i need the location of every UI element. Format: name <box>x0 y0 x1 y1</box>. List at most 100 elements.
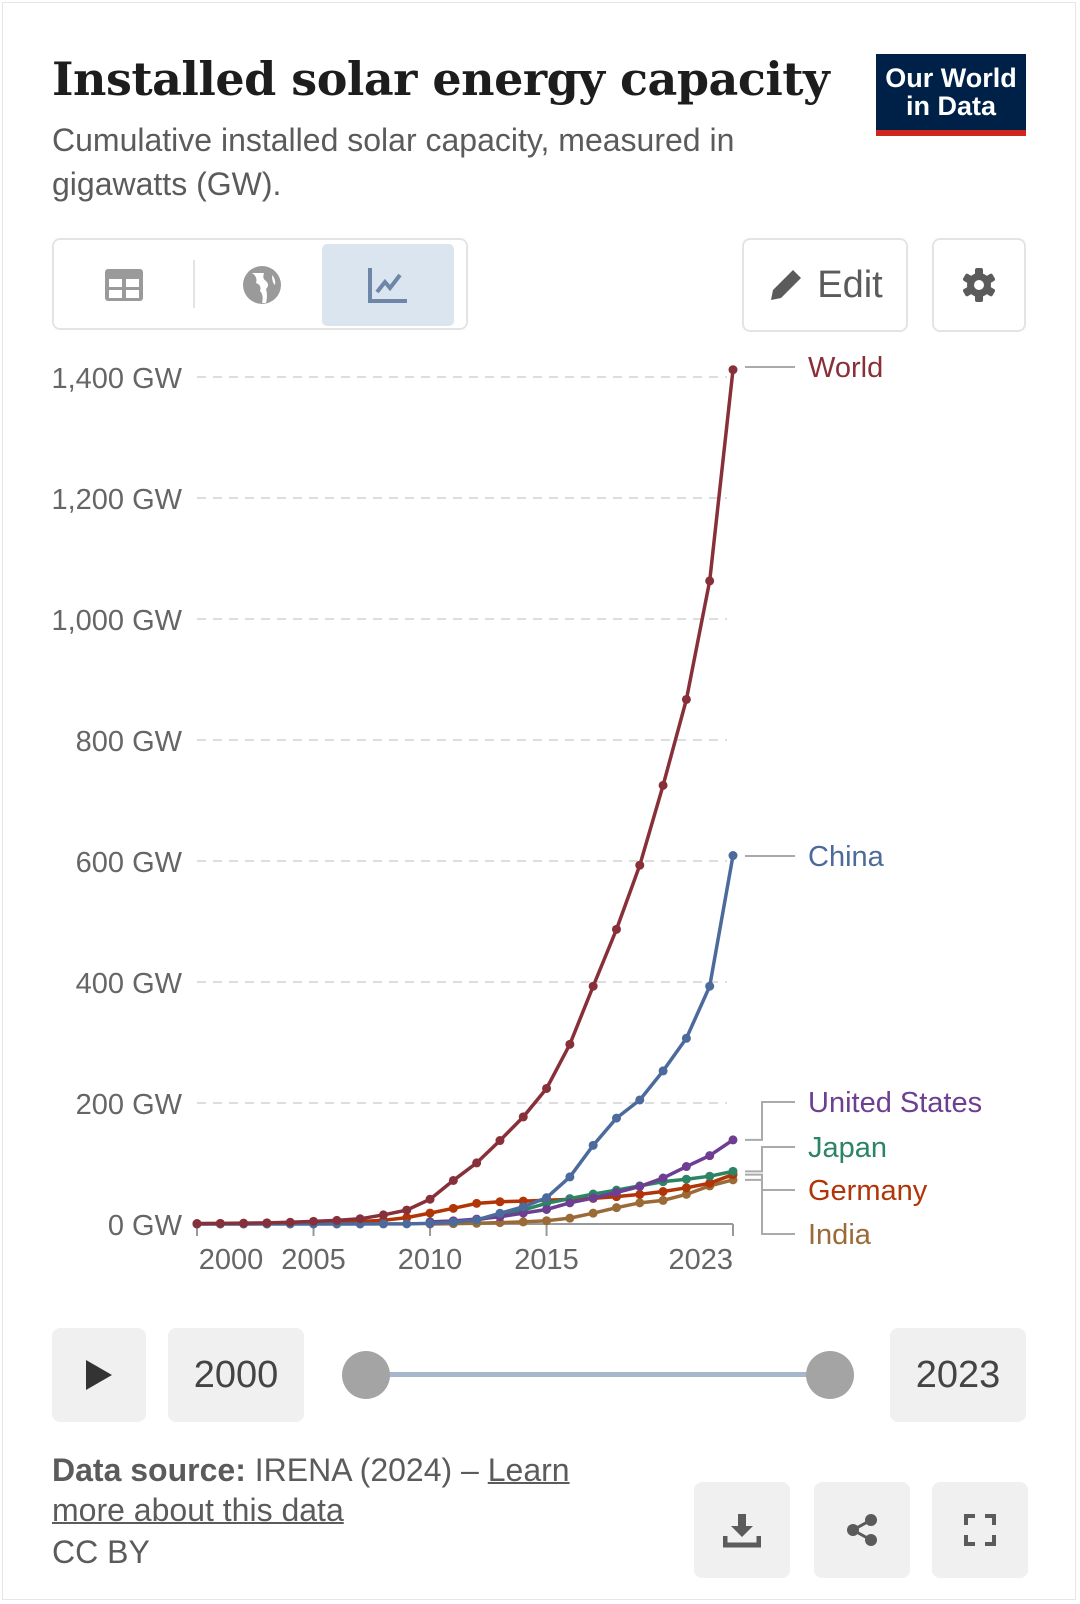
legend-label-united-states: United States <box>808 1087 982 1119</box>
data-point <box>565 1198 575 1208</box>
x-tick-label: 2005 <box>281 1244 346 1276</box>
data-point <box>378 1219 388 1229</box>
tab-chart[interactable] <box>322 244 454 326</box>
x-tick-label: 2015 <box>514 1244 579 1276</box>
data-point <box>402 1213 412 1223</box>
data-point <box>518 1202 528 1212</box>
data-point <box>728 365 738 375</box>
edit-button[interactable]: Edit <box>742 238 908 332</box>
share-button[interactable] <box>814 1482 910 1578</box>
data-point <box>542 1204 552 1214</box>
data-point <box>239 1218 249 1228</box>
edit-label: Edit <box>817 263 883 306</box>
data-point <box>588 981 598 991</box>
data-point <box>448 1217 458 1227</box>
data-point <box>472 1198 482 1208</box>
data-point <box>635 1198 645 1208</box>
tab-table[interactable] <box>58 244 190 326</box>
data-point <box>635 860 645 870</box>
data-point <box>472 1215 482 1225</box>
data-point <box>635 1189 645 1199</box>
data-point <box>402 1219 412 1229</box>
data-point <box>495 1136 505 1146</box>
pencil-icon <box>771 270 802 300</box>
data-point <box>658 1066 668 1076</box>
data-point <box>728 1166 738 1176</box>
y-tick-label: 800 GW <box>76 726 183 758</box>
data-point <box>332 1215 342 1225</box>
globe-icon <box>243 266 281 304</box>
data-point <box>495 1208 505 1218</box>
data-point <box>378 1210 388 1220</box>
data-point <box>355 1214 365 1224</box>
data-point <box>681 694 691 704</box>
source-text: IRENA (2024) – <box>254 1452 488 1488</box>
y-tick-label: 200 GW <box>76 1089 183 1121</box>
data-point <box>588 1193 598 1203</box>
data-point <box>309 1216 319 1226</box>
tab-map[interactable] <box>196 244 328 326</box>
legend-connector <box>745 1101 795 1141</box>
line-chart-icon <box>368 268 407 303</box>
data-point <box>658 780 668 790</box>
fullscreen-button[interactable] <box>932 1482 1028 1578</box>
data-point <box>215 1218 225 1228</box>
data-point <box>705 1178 715 1188</box>
data-point <box>565 1039 575 1049</box>
data-point <box>425 1208 435 1218</box>
timeline-track[interactable] <box>388 1372 828 1377</box>
legend-label-china: China <box>808 841 885 873</box>
x-tick-label: 2023 <box>668 1244 733 1276</box>
data-point <box>658 1195 668 1205</box>
data-point <box>518 1217 528 1227</box>
start-year-label[interactable]: 2000 <box>168 1328 304 1422</box>
chart-subtitle: Cumulative installed solar capacity, mea… <box>52 122 735 202</box>
logo-line-1: Our World <box>885 63 1017 93</box>
view-tabs <box>52 238 468 330</box>
data-point <box>448 1203 458 1213</box>
data-point <box>565 1213 575 1223</box>
data-point <box>495 1197 505 1207</box>
learn-more-link[interactable]: Learn more about this data <box>52 1452 570 1528</box>
end-year-label[interactable]: 2023 <box>890 1328 1026 1422</box>
legend-label-japan: Japan <box>808 1132 887 1164</box>
data-point <box>705 1151 715 1161</box>
data-point <box>611 924 621 934</box>
data-point <box>635 1095 645 1105</box>
data-point <box>588 1140 598 1150</box>
data-point <box>681 1033 691 1043</box>
legend-label-germany: Germany <box>808 1175 928 1207</box>
data-point <box>705 1171 715 1181</box>
download-button[interactable] <box>694 1482 790 1578</box>
data-point <box>518 1208 528 1218</box>
data-point <box>542 1216 552 1226</box>
data-point <box>542 1193 552 1203</box>
gear-icon <box>963 268 995 302</box>
data-point <box>192 1219 202 1229</box>
data-point <box>728 1135 738 1145</box>
data-point <box>262 1218 272 1228</box>
x-tick-label: 2010 <box>398 1244 463 1276</box>
share-icon <box>847 1514 877 1546</box>
data-point <box>472 1158 482 1168</box>
y-tick-label: 1,000 GW <box>51 605 182 637</box>
license-text: CC BY <box>52 1534 150 1570</box>
data-point <box>681 1183 691 1193</box>
data-point <box>681 1174 691 1184</box>
play-button[interactable] <box>52 1328 146 1422</box>
fullscreen-icon <box>964 1514 996 1546</box>
logo-line-2: in Data <box>905 91 997 121</box>
owid-logo[interactable]: Our World in Data <box>876 54 1026 136</box>
tab-divider <box>193 260 195 308</box>
timeline-end-handle[interactable] <box>806 1351 854 1399</box>
data-point <box>402 1205 412 1215</box>
settings-button[interactable] <box>932 238 1026 332</box>
legend-connector <box>745 1146 795 1173</box>
series-line-china <box>196 855 735 1226</box>
y-tick-label: 600 GW <box>76 847 183 879</box>
data-point <box>658 1173 668 1183</box>
timeline-start-handle[interactable] <box>342 1351 390 1399</box>
data-point <box>611 1113 621 1123</box>
data-point <box>705 981 715 991</box>
